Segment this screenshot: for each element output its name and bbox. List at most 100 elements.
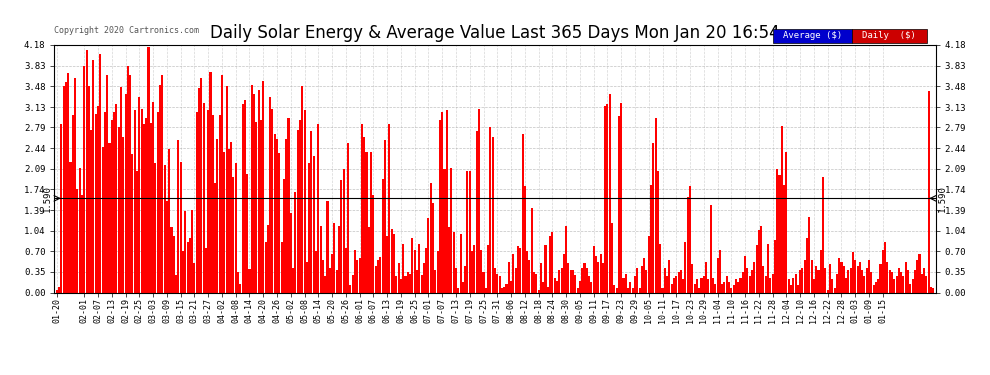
Bar [797,285,799,292]
Bar [478,109,480,292]
Bar [896,276,898,292]
Bar [663,268,666,292]
Bar [170,227,172,292]
Bar [889,270,891,292]
Text: Average ($): Average ($) [783,31,842,40]
Bar [820,250,822,292]
Bar [744,256,746,292]
Bar [285,138,287,292]
Bar [714,284,717,292]
Bar [379,257,381,292]
Bar [811,260,813,292]
Bar [644,258,645,292]
Bar [813,279,815,292]
Bar [506,284,508,292]
Bar [186,242,188,292]
Bar [414,250,416,292]
Bar [386,236,388,292]
Bar [856,266,858,292]
Bar [262,81,264,292]
Bar [228,149,230,292]
Bar [581,268,583,292]
Bar [146,118,148,292]
Bar [893,279,895,292]
Bar [297,130,299,292]
Bar [113,112,115,292]
Bar [847,270,849,292]
Bar [193,263,195,292]
Bar [562,254,565,292]
Bar [179,162,182,292]
Bar [384,140,386,292]
Bar [618,116,620,292]
Bar [863,276,865,292]
Bar [459,234,461,292]
Bar [926,276,928,292]
Bar [198,88,200,292]
Bar [933,288,935,292]
Bar [540,263,542,292]
Bar [923,268,925,292]
Bar [698,288,700,292]
Bar [311,132,313,292]
Bar [207,110,209,292]
Bar [149,123,151,292]
Bar [499,276,501,292]
Bar [597,262,599,292]
Bar [586,268,588,292]
Bar [148,47,149,292]
Bar [354,250,356,292]
Bar [832,279,834,292]
Bar [104,112,106,292]
Bar [861,270,863,292]
Bar [604,106,606,292]
Bar [439,120,441,292]
Bar [136,171,138,292]
Bar [172,236,175,292]
Bar [118,127,120,292]
Bar [203,103,205,292]
FancyBboxPatch shape [851,29,927,42]
Bar [914,270,916,292]
Bar [196,112,198,292]
Bar [428,219,430,292]
Bar [689,186,691,292]
Bar [473,245,475,292]
Bar [247,174,248,292]
Bar [753,262,755,292]
Bar [600,254,602,292]
Bar [76,189,78,292]
Bar [152,102,154,292]
Bar [909,284,912,292]
Bar [83,66,85,292]
Bar [409,273,411,292]
Bar [400,279,402,292]
Bar [522,134,524,292]
Bar [159,85,161,292]
Bar [315,251,317,292]
Bar [184,211,186,292]
Bar [338,226,340,292]
Bar [299,120,301,292]
Bar [781,126,783,292]
Bar [694,284,696,292]
Bar [647,236,649,292]
Bar [666,276,668,292]
Bar [267,225,269,292]
Bar [503,286,505,292]
Bar [708,279,710,292]
Bar [738,282,740,292]
Bar [549,236,551,292]
Bar [430,183,432,292]
Bar [260,120,262,292]
Bar [630,282,632,292]
Bar [757,230,760,292]
Bar [341,180,343,292]
Bar [870,272,872,292]
Bar [111,120,113,292]
Bar [543,282,545,292]
Bar [746,268,748,292]
Bar [576,288,578,292]
Bar [343,170,345,292]
Bar [143,124,145,292]
